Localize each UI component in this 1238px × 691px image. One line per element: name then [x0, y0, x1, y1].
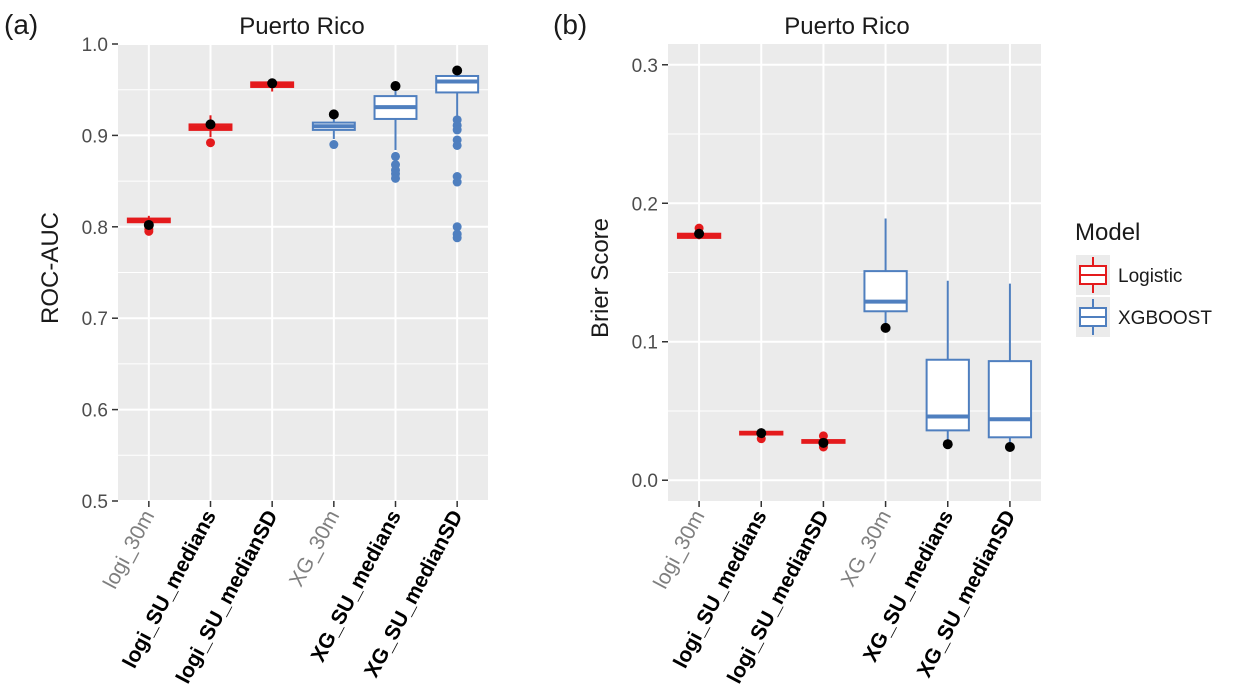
outlier-point: [452, 233, 462, 243]
panel-a-ytick-label: 0.6: [82, 401, 108, 422]
panel-a-gridlines: [118, 43, 488, 502]
panel-b-ytick-label: 0.1: [632, 333, 658, 354]
box-iqr: [987, 360, 1033, 439]
panel-a-ytick-label: 0.5: [82, 492, 108, 513]
panel-a-box-group: [373, 81, 418, 183]
reference-point: [942, 439, 953, 450]
panel-a-ylabel: ROC-AUC: [37, 212, 64, 324]
outlier-point: [329, 140, 339, 150]
reference-point: [756, 428, 767, 439]
box-iqr: [863, 270, 908, 313]
outlier-point: [452, 222, 462, 232]
panel-b: (b) Puerto Rico Brier Score 0.0 0.1 0.2 0.3…: [553, 9, 1041, 687]
reference-point: [1004, 441, 1015, 452]
panel-b-title: Puerto Rico: [784, 13, 909, 40]
panel-b-box-group: [676, 223, 722, 240]
legend-item-xgboost: XGBOOST: [1076, 297, 1212, 337]
panel-b-box-group: [987, 283, 1033, 452]
panel-b-box-group: [739, 428, 784, 444]
reference-point: [818, 437, 829, 448]
panel-b-tag: (b): [553, 9, 587, 40]
panel-a-tag: (a): [4, 9, 38, 40]
panel-a-y-axis: 0.5 0.6 0.7 0.8 0.9 1.0: [82, 35, 118, 513]
outlier-point: [391, 173, 400, 183]
panel-a-ytick-label: 0.8: [82, 218, 108, 239]
outlier-point: [206, 138, 215, 148]
panel-b-box-group: [925, 280, 970, 450]
outlier-point: [818, 431, 828, 441]
outlier-point: [452, 140, 462, 150]
panel-b-ylabel: Brier Score: [587, 218, 614, 338]
reference-point: [205, 119, 216, 130]
box-iqr: [925, 358, 970, 432]
panel-b-xtick-label: logi_30m: [649, 507, 709, 593]
outlier-point: [452, 125, 462, 135]
box-iqr: [435, 74, 480, 94]
panel-a-box-group: [188, 115, 233, 148]
reference-point: [390, 81, 401, 92]
panel-a-box-group: [311, 109, 356, 150]
legend-title: Model: [1075, 219, 1140, 246]
panel-b-box-group: [863, 218, 908, 333]
panel-b-box-group: [801, 431, 846, 452]
outlier-point: [452, 177, 462, 187]
panel-a-box-group: [435, 65, 480, 243]
reference-point: [880, 322, 891, 333]
panel-a: (a) Puerto Rico ROC-AUC 0.5 0.6 0.7 0.8 0.9 1…: [4, 9, 488, 687]
reference-point: [267, 78, 278, 89]
reference-point: [143, 219, 154, 230]
panel-b-ytick-label: 0.0: [632, 471, 658, 492]
reference-point: [694, 228, 705, 239]
panel-a-title: Puerto Rico: [239, 13, 364, 40]
panel-a-ytick-label: 1.0: [82, 35, 108, 56]
panel-b-gridlines: [668, 44, 1041, 501]
legend-item-logistic: Logistic: [1076, 255, 1182, 295]
legend-label: XGBOOST: [1118, 308, 1212, 329]
panel-a-box-group: [126, 215, 171, 236]
panel-a-boxes: [126, 65, 480, 243]
panel-a-xtick-label: logi_30m: [99, 507, 159, 593]
legend-label: Logistic: [1118, 266, 1182, 287]
panel-a-xtick-label: XG_30m: [285, 507, 344, 591]
panel-b-ytick-label: 0.2: [632, 194, 658, 215]
panel-a-ytick-label: 0.7: [82, 309, 108, 330]
panel-b-boxes: [676, 218, 1033, 452]
reference-point: [328, 109, 339, 120]
panel-b-xtick-label: XG_30m: [837, 507, 896, 591]
panel-b-y-axis: 0.0 0.1 0.2 0.3: [632, 56, 668, 492]
panel-b-ytick-label: 0.3: [632, 56, 658, 77]
reference-point: [452, 65, 463, 76]
legend: Model Logistic XGBOOST: [1075, 219, 1212, 337]
panel-a-ytick-label: 0.9: [82, 126, 108, 147]
legend-items: Logistic XGBOOST: [1076, 255, 1212, 337]
panel-a-box-group: [250, 78, 295, 92]
outlier-point: [391, 151, 400, 161]
